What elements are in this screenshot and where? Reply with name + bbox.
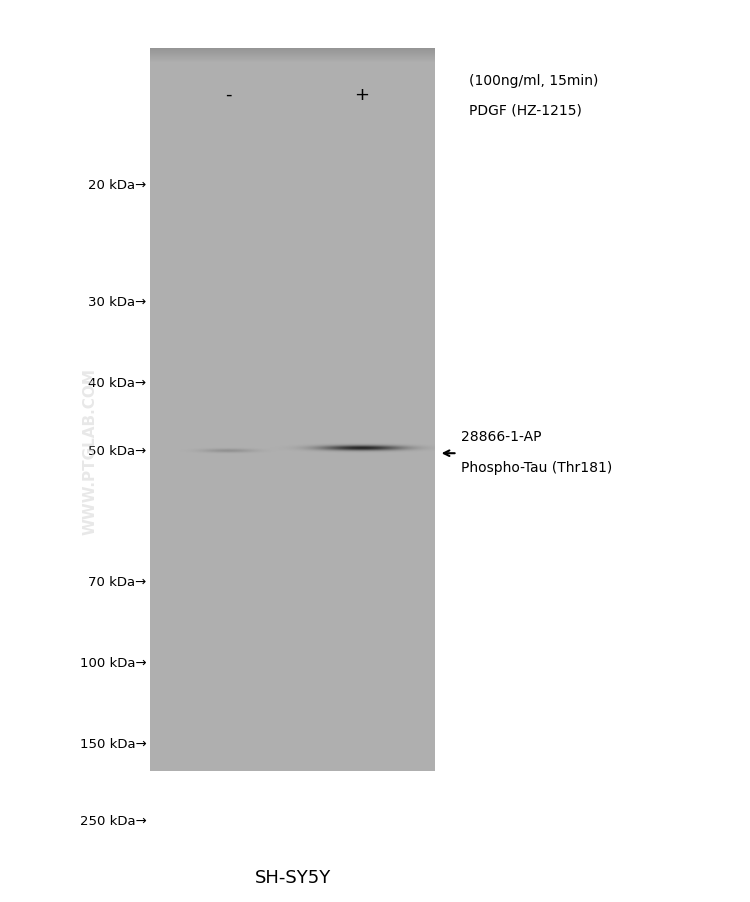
Text: (100ng/ml, 15min): (100ng/ml, 15min): [469, 74, 598, 88]
Text: 28866-1-AP: 28866-1-AP: [461, 429, 542, 444]
Text: -: -: [226, 86, 232, 104]
Text: WWW.PTGLAB.COM: WWW.PTGLAB.COM: [82, 368, 98, 534]
Text: Phospho-Tau (Thr181): Phospho-Tau (Thr181): [461, 460, 613, 474]
Text: 30 kDa→: 30 kDa→: [88, 296, 146, 308]
Text: 250 kDa→: 250 kDa→: [80, 815, 146, 827]
Text: 40 kDa→: 40 kDa→: [88, 377, 146, 390]
Text: SH-SY5Y: SH-SY5Y: [254, 868, 331, 886]
Text: PDGF (HZ-1215): PDGF (HZ-1215): [469, 103, 582, 117]
Text: 50 kDa→: 50 kDa→: [88, 445, 146, 457]
Text: 20 kDa→: 20 kDa→: [88, 179, 146, 191]
Text: +: +: [354, 86, 369, 104]
Text: 100 kDa→: 100 kDa→: [80, 657, 146, 669]
Text: 70 kDa→: 70 kDa→: [88, 575, 146, 588]
Text: 150 kDa→: 150 kDa→: [80, 738, 146, 750]
